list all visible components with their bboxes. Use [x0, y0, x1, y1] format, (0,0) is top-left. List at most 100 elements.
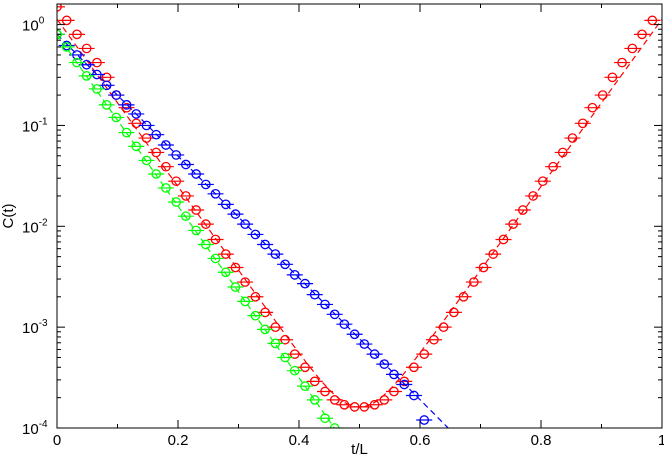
x-tick-label: 1: [658, 432, 664, 449]
data-point: [270, 338, 281, 349]
data-point: [121, 100, 132, 110]
data-point: [339, 399, 350, 410]
fit-line: [57, 34, 336, 428]
data-point: [220, 267, 231, 278]
data-point: [171, 176, 182, 187]
data-point: [399, 376, 410, 387]
data-point: [438, 322, 449, 332]
data-point: [191, 169, 201, 179]
data-point: [379, 395, 390, 405]
data-point: [280, 334, 290, 345]
data-point: [81, 71, 92, 81]
data-point: [181, 211, 191, 222]
data-point: [409, 362, 419, 373]
data-point: [141, 120, 152, 131]
data-point: [468, 277, 479, 287]
data-point: [81, 59, 92, 70]
fit-line: [57, 18, 662, 408]
data-point: [57, 4, 62, 12]
data-point: [57, 29, 62, 40]
data-point: [577, 118, 588, 129]
data-point: [419, 349, 430, 359]
data-point: [300, 362, 310, 373]
data-point: [220, 249, 231, 259]
data-point: [270, 249, 281, 259]
series-1: [57, 4, 662, 412]
data-point: [250, 291, 261, 302]
data-point: [309, 395, 320, 405]
data-point: [240, 277, 251, 287]
data-point: [557, 147, 568, 158]
y-axis-label: C(t): [0, 204, 17, 229]
x-tick-label: 0.8: [531, 432, 552, 449]
data-point: [260, 307, 270, 318]
data-point: [607, 72, 618, 83]
data-point: [449, 307, 459, 318]
data-point: [230, 262, 241, 273]
data-point: [61, 42, 72, 52]
y-tick-label: 10-4: [22, 419, 48, 438]
data-point: [151, 169, 162, 179]
y-tick-label: 10-3: [22, 318, 48, 337]
data-point: [161, 140, 171, 150]
data-point: [111, 112, 122, 123]
data-point: [131, 109, 142, 119]
x-tick-label: 0.2: [168, 432, 189, 449]
plot-frame: [56, 3, 663, 429]
data-point: [200, 179, 211, 190]
data-point: [498, 234, 509, 245]
data-point: [320, 386, 330, 397]
data-point: [250, 310, 261, 321]
data-point: [210, 188, 221, 199]
data-point: [359, 339, 370, 349]
data-point: [220, 199, 231, 210]
y-tick-label: 100: [22, 16, 45, 35]
data-point: [309, 376, 320, 387]
data-point: [81, 43, 92, 54]
data-point: [230, 282, 241, 292]
data-point: [548, 161, 558, 172]
data-point: [191, 225, 201, 236]
data-point: [101, 100, 112, 110]
data-point: [309, 289, 320, 300]
data-point: [637, 29, 647, 40]
data-point: [389, 369, 399, 380]
data-point: [320, 413, 330, 424]
data-point: [210, 253, 221, 264]
data-point: [151, 147, 162, 158]
data-point: [131, 141, 142, 152]
data-point: [92, 57, 102, 68]
data-point: [458, 291, 469, 302]
data-point: [131, 118, 142, 129]
data-point: [300, 381, 310, 391]
data-point: [617, 57, 627, 68]
data-point: [289, 270, 300, 280]
data-point: [379, 359, 390, 369]
data-point: [61, 15, 72, 26]
data-point: [111, 90, 122, 100]
y-tick-label: 10-2: [22, 217, 48, 236]
data-point: [270, 322, 281, 332]
data-point: [300, 278, 310, 289]
data-point: [329, 395, 340, 405]
data-point: [280, 259, 290, 270]
data-point: [597, 90, 608, 100]
data-point: [409, 390, 419, 401]
data-point: [141, 155, 152, 166]
data-point: [230, 209, 241, 219]
data-point: [72, 29, 82, 40]
data-point: [528, 191, 538, 201]
x-tick-label: 0.6: [410, 432, 431, 449]
x-tick-label: 0: [53, 432, 61, 449]
data-point: [72, 50, 82, 60]
data-point: [92, 84, 102, 94]
data-point: [151, 129, 162, 140]
data-point: [260, 324, 270, 335]
data-point: [200, 219, 211, 230]
data-point: [121, 102, 132, 113]
data-point: [200, 239, 211, 250]
data-point: [289, 349, 300, 359]
data-point: [478, 262, 489, 273]
data-point: [181, 159, 191, 170]
data-point: [171, 197, 182, 207]
